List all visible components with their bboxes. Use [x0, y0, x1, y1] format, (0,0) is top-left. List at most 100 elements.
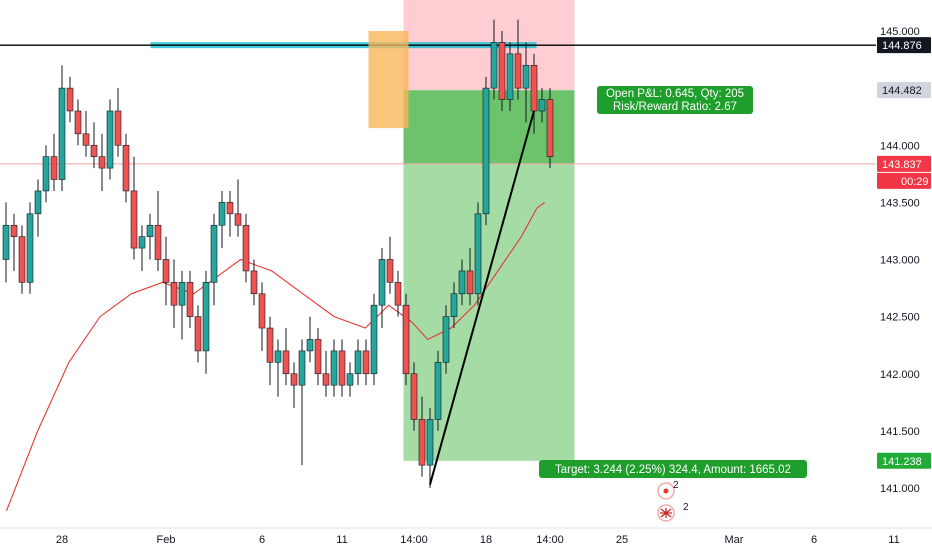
- candles: [2, 19, 554, 488]
- candle: [434, 350, 442, 431]
- candle: [50, 133, 58, 191]
- candle: [378, 248, 386, 329]
- candle-body: [450, 293, 458, 317]
- candle: [394, 270, 402, 317]
- candle: [250, 259, 258, 306]
- time-tick-label: 6: [811, 534, 817, 546]
- candle: [546, 88, 554, 169]
- candle-body: [410, 373, 418, 420]
- candle-body: [418, 419, 426, 466]
- candle: [82, 110, 90, 157]
- moving-average: [5, 201, 546, 512]
- candle: [282, 328, 290, 386]
- candle: [274, 339, 282, 397]
- candle-body: [474, 213, 482, 295]
- candle: [498, 31, 506, 111]
- pnl-callout: [597, 86, 753, 114]
- candle: [66, 76, 74, 123]
- candle: [98, 133, 106, 191]
- price-axis[interactable]: 145.000144.500144.000143.500143.000142.5…: [876, 0, 932, 528]
- time-tick-label: 14:00: [400, 534, 428, 546]
- candle-body: [226, 202, 234, 215]
- price-tick-label: 145.000: [880, 26, 920, 38]
- candle-body: [378, 259, 386, 306]
- candle: [354, 339, 362, 386]
- candle-body: [250, 270, 258, 295]
- candle: [202, 270, 210, 374]
- candle: [362, 339, 370, 386]
- candle-body: [290, 373, 298, 386]
- candle-body: [370, 304, 378, 375]
- candle: [346, 362, 354, 397]
- candle-body: [402, 304, 410, 375]
- candle: [58, 65, 66, 191]
- candle-body: [186, 282, 194, 317]
- candle: [314, 328, 322, 386]
- overlay-drawings: [368, 31, 535, 485]
- candle-body: [346, 373, 354, 386]
- candle-body: [130, 190, 138, 249]
- candle: [522, 42, 530, 123]
- candle-body: [266, 327, 274, 363]
- candle: [242, 213, 250, 283]
- candle: [258, 282, 266, 351]
- candle-body: [98, 156, 106, 169]
- event-count: 2: [673, 480, 679, 491]
- candle: [386, 236, 394, 294]
- candle: [418, 396, 426, 477]
- candle: [194, 305, 202, 363]
- candle-body: [34, 190, 42, 215]
- candle: [466, 248, 474, 306]
- candle: [178, 270, 186, 340]
- candle-body: [338, 350, 346, 386]
- candle: [506, 42, 514, 111]
- candle: [306, 316, 314, 363]
- annotation-lines: [0, 42, 876, 165]
- candle-body: [466, 270, 474, 295]
- candle-body: [66, 87, 74, 112]
- price-badge: [877, 37, 931, 54]
- time-axis-background: [0, 528, 932, 550]
- candle-body: [506, 53, 514, 100]
- candle-body: [538, 99, 546, 112]
- candle-body: [114, 110, 122, 146]
- candle: [210, 213, 218, 306]
- price-tick-label: 143.500: [880, 197, 920, 209]
- candle: [162, 236, 170, 306]
- pnl-callout-line: Risk/Reward Ratio: 2.67: [613, 101, 737, 113]
- candle-body: [354, 350, 362, 375]
- candle-body: [146, 224, 154, 237]
- candle-body: [314, 339, 322, 375]
- candle: [146, 213, 154, 260]
- uk-flag-cross-icon: [660, 508, 672, 518]
- candle-body: [58, 87, 66, 180]
- candle: [330, 339, 338, 397]
- candle-body: [26, 213, 34, 283]
- time-tick-label: 11: [336, 534, 347, 546]
- candle: [138, 225, 146, 271]
- candle: [538, 88, 546, 123]
- price-badge-label: 144.482: [882, 85, 922, 97]
- candle: [26, 202, 34, 294]
- time-tick-label: 11: [888, 534, 899, 546]
- candle-body: [162, 259, 170, 283]
- candle: [474, 202, 482, 306]
- candle-body: [490, 42, 498, 89]
- candle: [226, 190, 234, 237]
- price-tick-label: 143.000: [880, 255, 920, 267]
- candle-body: [194, 316, 202, 352]
- candle: [18, 225, 26, 294]
- event-markers[interactable]: 22: [657, 480, 689, 522]
- price-tick-label: 144.000: [880, 140, 920, 152]
- candle: [154, 190, 162, 271]
- candle-body: [242, 224, 250, 272]
- candle-body: [42, 156, 50, 192]
- candle: [74, 99, 82, 146]
- candle-body: [322, 373, 330, 386]
- candle-body: [546, 99, 554, 157]
- candle: [34, 179, 42, 237]
- time-axis[interactable]: 28 Feb 6 11 14:00 18 14:00 25 Mar 6 11: [0, 527, 932, 550]
- candle-body: [210, 224, 218, 283]
- position-zones: [403, 0, 575, 461]
